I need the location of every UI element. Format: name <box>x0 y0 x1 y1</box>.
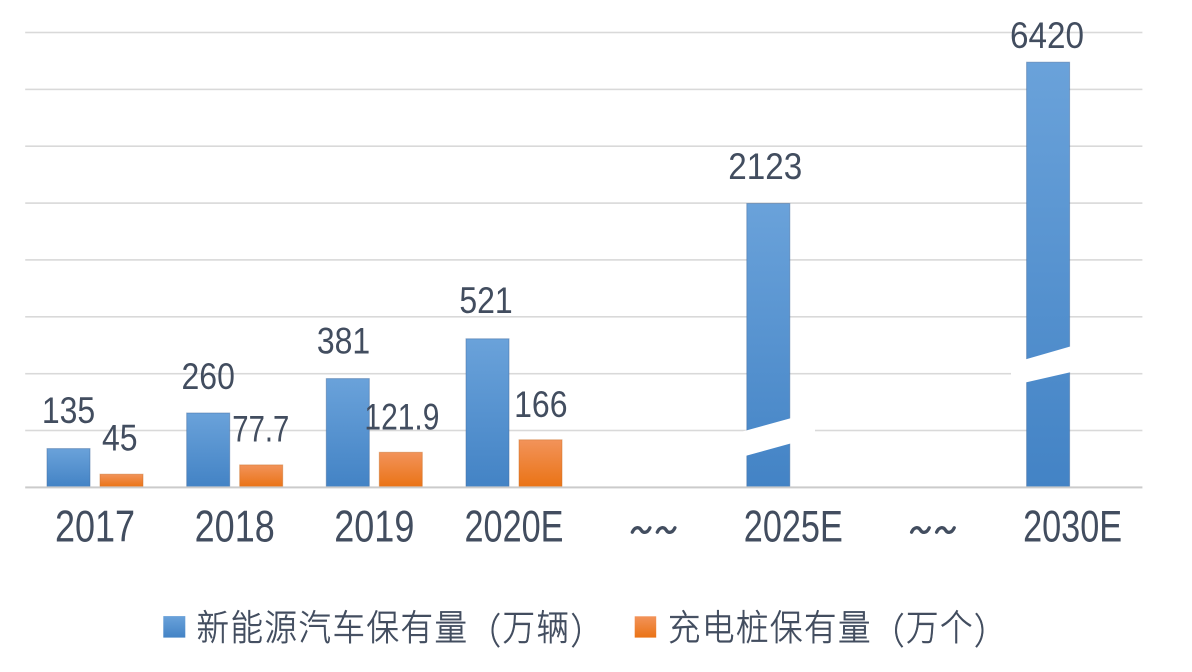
svg-text:2020E: 2020E <box>465 501 564 552</box>
svg-text:121.9: 121.9 <box>364 397 439 438</box>
svg-text:166: 166 <box>514 385 567 426</box>
svg-text:2018: 2018 <box>195 501 275 552</box>
svg-text:2019: 2019 <box>334 501 414 552</box>
svg-text:2030E: 2030E <box>1023 501 1122 552</box>
svg-text:77.7: 77.7 <box>232 409 289 450</box>
svg-text:45: 45 <box>102 418 138 459</box>
svg-text:381: 381 <box>317 321 370 362</box>
svg-text:260: 260 <box>182 357 235 398</box>
svg-text:2025E: 2025E <box>744 501 843 552</box>
svg-text:2017: 2017 <box>55 501 135 552</box>
svg-text:6420: 6420 <box>1010 16 1084 57</box>
svg-text:521: 521 <box>459 281 512 322</box>
svg-text:2123: 2123 <box>728 147 802 188</box>
svg-text:135: 135 <box>42 391 95 432</box>
